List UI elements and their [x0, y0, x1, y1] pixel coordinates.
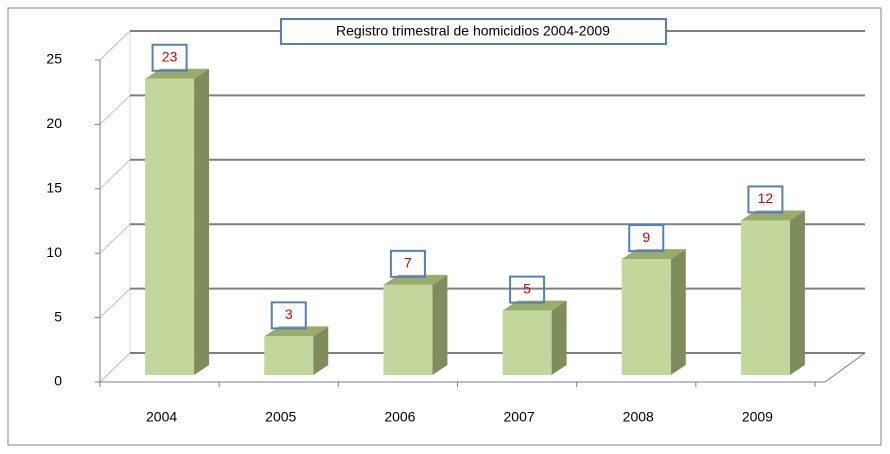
value-label-box	[151, 43, 188, 72]
y-tick-label: 15	[46, 180, 62, 196]
floor	[100, 352, 866, 383]
value-label: 12	[758, 190, 774, 206]
x-tick-label: 2007	[504, 409, 535, 425]
grid-diagonal	[99, 223, 131, 254]
value-label-box	[270, 301, 307, 330]
bar-side	[670, 249, 686, 375]
bar	[740, 220, 790, 375]
x-tick-label: 2006	[384, 409, 415, 425]
bar	[621, 259, 671, 375]
value-label: 3	[285, 306, 293, 322]
value-label: 9	[642, 229, 650, 245]
grid-diagonal	[99, 288, 131, 318]
y-tick-label: 25	[46, 51, 62, 67]
y-tick-label: 10	[46, 244, 62, 260]
grid-diagonal	[99, 30, 131, 61]
x-tick-label: 2005	[265, 409, 296, 425]
value-label: 23	[162, 48, 178, 64]
bar-side	[432, 274, 448, 375]
value-label-box	[509, 275, 546, 304]
grid-diagonal	[99, 95, 131, 125]
bar	[264, 336, 314, 375]
bar-side	[789, 210, 805, 375]
bar-side	[194, 68, 210, 375]
bar	[502, 310, 552, 375]
value-label-box	[747, 185, 784, 214]
y-tick-label: 5	[54, 308, 62, 324]
grid-diagonal	[99, 159, 131, 190]
bar-side	[551, 300, 567, 375]
grid-diagonal	[99, 352, 131, 383]
x-tick-label: 2004	[146, 409, 177, 425]
value-label: 5	[523, 280, 531, 296]
title-box	[280, 18, 667, 45]
x-tick-label: 2008	[623, 409, 654, 425]
x-tick-label: 2009	[742, 409, 773, 425]
bar-side	[313, 326, 329, 375]
value-label: 7	[404, 255, 412, 271]
bar	[145, 78, 195, 375]
y-tick-label: 20	[46, 115, 62, 131]
chart-title: Registro trimestral de homicidios 2004-2…	[336, 23, 610, 39]
y-tick-label: 0	[54, 373, 62, 389]
bar	[383, 284, 433, 375]
value-label-box	[628, 224, 665, 253]
value-label-box	[389, 249, 426, 278]
